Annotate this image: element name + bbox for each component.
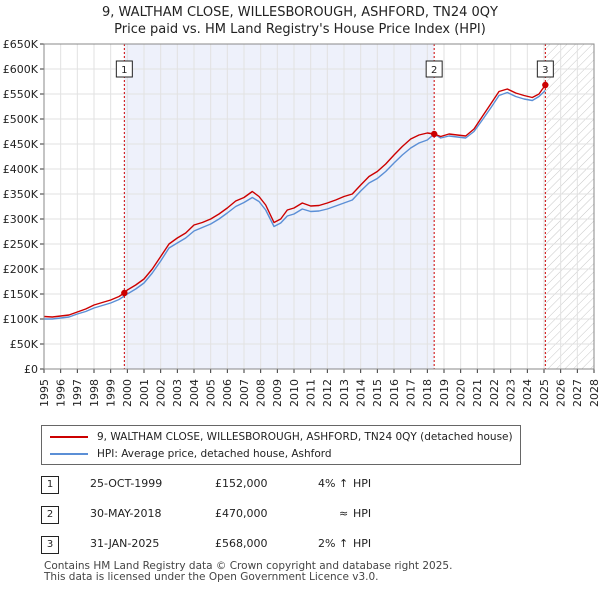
- sale-hpi: HPI: [353, 507, 372, 520]
- plot-frame: [43, 43, 595, 370]
- legend-label-hpi: HPI: Average price, detached house, Ashf…: [97, 448, 332, 460]
- table-row: 3 31-JAN-2025 £568,000 2% ↑ HPI: [0, 534, 600, 558]
- chart-title: 9, WALTHAM CLOSE, WILLESBOROUGH, ASHFORD…: [102, 5, 498, 20]
- sale-marker-label: 3: [542, 65, 548, 76]
- y-tick-label: £450K: [3, 138, 39, 151]
- x-tick-label: 2024: [521, 379, 534, 407]
- table-row: 2 30-MAY-2018 £470,000 ≈ HPI: [0, 504, 600, 528]
- sale-point: [121, 289, 128, 297]
- legend: 9, WALTHAM CLOSE, WILLESBOROUGH, ASHFORD…: [41, 425, 521, 465]
- sale-point: [542, 81, 549, 89]
- footer-licence: This data is licensed under the Open Gov…: [44, 571, 379, 583]
- sale-number: 2: [41, 506, 59, 524]
- legend-label-property: 9, WALTHAM CLOSE, WILLESBOROUGH, ASHFORD…: [97, 431, 513, 443]
- x-tick-label: 2015: [371, 379, 384, 407]
- sale-hpi: HPI: [353, 537, 372, 550]
- x-tick-label: 2021: [471, 379, 484, 407]
- footer: Contains HM Land Registry data © Crown c…: [44, 561, 452, 583]
- x-tick-label: 2003: [171, 379, 184, 407]
- future-hatch: [545, 44, 594, 369]
- sale-pct: 2%: [318, 537, 336, 550]
- y-tick-label: £650K: [3, 38, 39, 51]
- x-tick-label: 2019: [438, 379, 451, 407]
- legend-swatch-hpi: [50, 453, 88, 455]
- x-tick-label: 2001: [138, 379, 151, 407]
- sale-date: 31-JAN-2025: [90, 537, 160, 550]
- y-tick-label: £500K: [3, 113, 39, 126]
- sale-price: £470,000: [215, 507, 268, 520]
- y-tick-label: £50K: [10, 338, 39, 351]
- x-tick-label: 2010: [288, 379, 301, 407]
- sale-number: 3: [41, 536, 59, 554]
- x-tick-label: 2023: [505, 379, 518, 407]
- x-tick-label: 2006: [221, 379, 234, 407]
- y-tick-label: £200K: [3, 263, 39, 276]
- sale-arrow: ↑: [339, 537, 349, 550]
- x-tick-label: 2000: [121, 379, 134, 407]
- x-tick-label: 1995: [38, 379, 51, 407]
- x-tick-label: 2007: [238, 379, 251, 407]
- x-tick-label: 2008: [255, 379, 268, 407]
- x-tick-label: 1996: [55, 379, 68, 407]
- x-tick-label: 2014: [355, 379, 368, 407]
- legend-item-hpi: HPI: Average price, detached house, Ashf…: [50, 446, 332, 462]
- footer-copyright: Contains HM Land Registry data © Crown c…: [44, 560, 453, 572]
- sale-marker-label: 2: [431, 65, 437, 76]
- x-tick-label: 2012: [321, 379, 334, 407]
- y-tick-label: £350K: [3, 188, 39, 201]
- x-tick-label: 2018: [421, 379, 434, 407]
- x-tick-label: 2025: [538, 379, 551, 407]
- y-tick-label: £300K: [3, 213, 39, 226]
- sale-price: £568,000: [215, 537, 268, 550]
- x-tick-label: 2026: [555, 379, 568, 407]
- legend-swatch-property: [50, 436, 88, 438]
- x-tick-label: 2022: [488, 379, 501, 407]
- x-tick-label: 1998: [88, 379, 101, 407]
- legend-item-property: 9, WALTHAM CLOSE, WILLESBOROUGH, ASHFORD…: [50, 429, 513, 445]
- price-chart: 1 2 3 1995 1996 1997 1998 1999 2000 2001 2002 2003…: [3, 38, 600, 407]
- x-tick-label: 2013: [338, 379, 351, 407]
- x-tick-label: 1997: [71, 379, 84, 407]
- x-tick-label: 2005: [205, 379, 218, 407]
- sale-arrow: ↑: [339, 477, 349, 490]
- y-tick-label: £400K: [3, 163, 39, 176]
- x-tick-label: 2020: [455, 379, 468, 407]
- ownership-shade: [124, 44, 435, 369]
- x-tick-label: 2017: [405, 379, 418, 407]
- x-tick-label: 2002: [155, 379, 168, 407]
- x-tick-label: 2016: [388, 379, 401, 407]
- sale-arrow: ≈: [339, 507, 349, 520]
- sale-date: 30-MAY-2018: [90, 507, 162, 520]
- x-tick-label: 2011: [305, 379, 318, 407]
- sale-number: 1: [41, 476, 59, 494]
- y-tick-label: £0: [24, 363, 38, 376]
- x-tick-label: 2027: [571, 379, 584, 407]
- x-tick-label: 2028: [588, 379, 600, 407]
- sale-marker-box: [115, 60, 133, 78]
- chart-subtitle: Price paid vs. HM Land Registry's House …: [114, 22, 486, 37]
- x-tick-label: 2009: [271, 379, 284, 407]
- sale-marker-label: 1: [121, 65, 127, 76]
- sale-marker-box: [536, 60, 554, 78]
- x-tick-label: 2004: [188, 379, 201, 407]
- sale-marker-box: [425, 60, 443, 78]
- sale-point: [430, 130, 438, 138]
- y-tick-label: £550K: [3, 88, 39, 101]
- y-tick-label: £600K: [3, 63, 39, 76]
- y-tick-label: £100K: [3, 313, 39, 326]
- y-tick-label: £150K: [3, 288, 39, 301]
- y-tick-label: £250K: [3, 238, 39, 251]
- sale-date: 25-OCT-1999: [90, 477, 163, 490]
- sale-pct: 4%: [318, 477, 336, 490]
- x-tick-label: 1999: [105, 379, 118, 407]
- sale-price: £152,000: [215, 477, 268, 490]
- sale-hpi: HPI: [353, 477, 372, 490]
- table-row: 1 25-OCT-1999 £152,000 4% ↑ HPI: [0, 474, 600, 498]
